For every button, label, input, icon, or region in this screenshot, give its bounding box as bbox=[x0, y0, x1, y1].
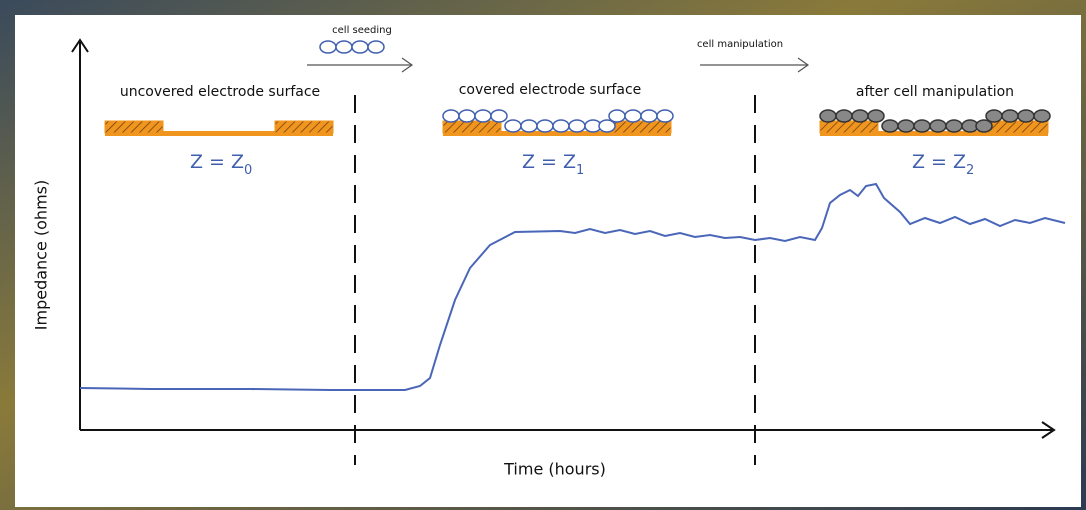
axes bbox=[71, 38, 1056, 439]
equation-subscript: 1 bbox=[576, 163, 584, 178]
equation: Z = Z0 bbox=[190, 151, 252, 178]
phase-label: after cell manipulation bbox=[856, 84, 1014, 100]
manipulation-arrow bbox=[700, 57, 810, 73]
phase-dividers bbox=[354, 95, 756, 465]
equation: Z = Z1 bbox=[522, 151, 584, 178]
equation-subscript: 0 bbox=[244, 163, 252, 178]
y-axis-label: Impedance (ohms) bbox=[32, 180, 51, 330]
cell-seeding-label: cell seeding bbox=[332, 25, 392, 36]
electrode-uncovered bbox=[104, 120, 334, 136]
equation-text: Z = Z bbox=[912, 151, 966, 173]
phase-label: covered electrode surface bbox=[459, 82, 642, 98]
equation-text: Z = Z bbox=[190, 151, 244, 173]
x-axis-label: Time (hours) bbox=[503, 460, 606, 479]
equation-text: Z = Z bbox=[522, 151, 576, 173]
cell-manipulation-label: cell manipulation bbox=[697, 39, 783, 50]
phase-label: uncovered electrode surface bbox=[120, 84, 320, 100]
electrode-covered bbox=[442, 109, 674, 136]
equation-subscript: 2 bbox=[966, 163, 974, 178]
panel bbox=[15, 15, 1081, 507]
seeding-arrow bbox=[307, 57, 414, 73]
seeding-cells bbox=[319, 40, 385, 54]
electrode-manipulated bbox=[819, 109, 1051, 136]
impedance-curve bbox=[79, 182, 1066, 391]
equation: Z = Z2 bbox=[912, 151, 974, 178]
